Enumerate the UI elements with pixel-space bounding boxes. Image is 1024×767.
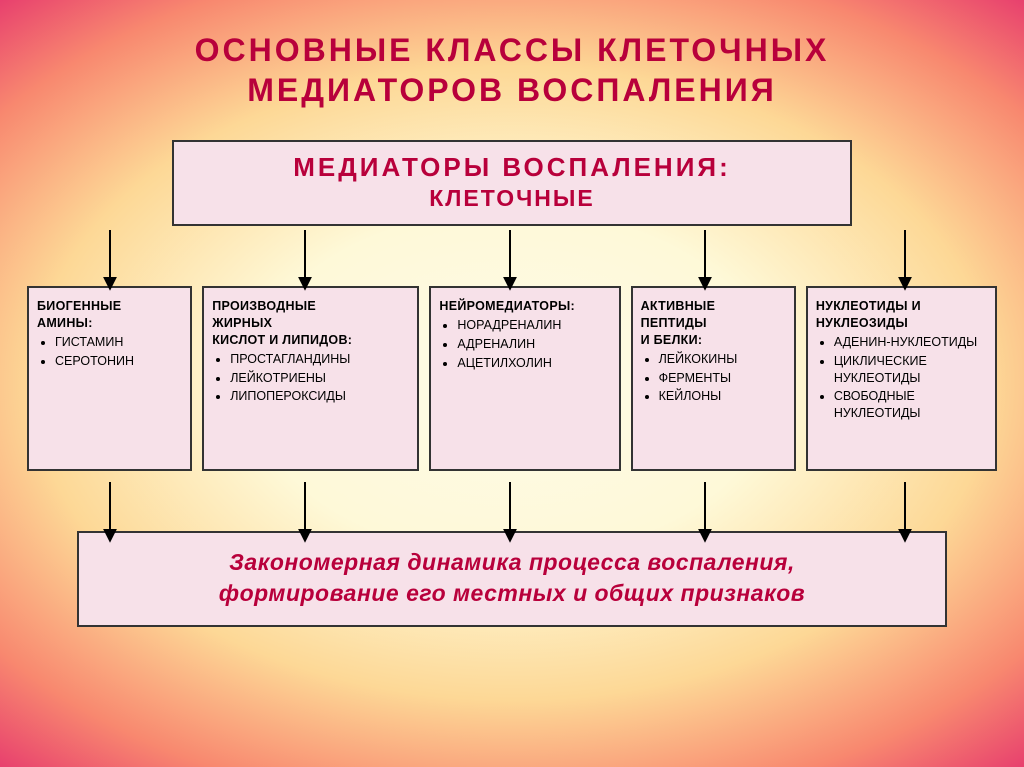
category-header: НЕЙРОМЕДИАТОРЫ: [439, 298, 612, 315]
top-line-2: КЛЕТОЧНЫЕ [194, 185, 830, 212]
categories-row: БИОГЕННЫЕАМИНЫ: ГИСТАМИН СЕРОТОНИН ПРОИЗВО… [25, 286, 999, 471]
outcome-box: Закономерная динамика процесса воспалени… [77, 531, 947, 627]
category-box: БИОГЕННЫЕАМИНЫ: ГИСТАМИН СЕРОТОНИН [27, 286, 192, 471]
category-items: ЛЕЙКОКИНЫ ФЕРМЕНТЫКЕЙЛОНЫ [641, 351, 788, 406]
category-item: ЦИКЛИЧЕСКИЕ НУКЛЕОТИДЫ [834, 353, 989, 387]
category-item: ЛЕЙКОТРИЕНЫ [230, 370, 411, 387]
category-item: ЛИПОПЕРОКСИДЫ [230, 388, 411, 405]
category-header: БИОГЕННЫЕАМИНЫ: [37, 298, 184, 332]
category-header: АКТИВНЫЕПЕПТИДЫИ БЕЛКИ: [641, 298, 788, 349]
category-item: ГИСТАМИН [55, 334, 184, 351]
category-box: НУКЛЕОТИДЫ ИНУКЛЕОЗИДЫ АДЕНИН-НУКЛЕОТИДЫ Ц… [806, 286, 997, 471]
slide: ОСНОВНЫЕ КЛАССЫ КЛЕТОЧНЫХ МЕДИАТОРОВ ВОС… [0, 0, 1024, 767]
category-box: ПРОИЗВОДНЫЕЖИРНЫХКИСЛОТ И ЛИПИДОВ:ПРОСТА… [202, 286, 419, 471]
category-header: ПРОИЗВОДНЫЕЖИРНЫХКИСЛОТ И ЛИПИДОВ: [212, 298, 411, 349]
category-box: АКТИВНЫЕПЕПТИДЫИ БЕЛКИ: ЛЕЙКОКИНЫ ФЕРМЕНТЫ… [631, 286, 796, 471]
category-item: НОРАДРЕНАЛИН [457, 317, 612, 334]
category-items: ПРОСТАГЛАНДИНЫ ЛЕЙКОТРИЕНЫЛИПОПЕРОКСИДЫ [212, 351, 411, 406]
category-items: АДЕНИН-НУКЛЕОТИДЫ ЦИКЛИЧЕСКИЕ НУКЛЕОТИДЫС… [816, 334, 989, 422]
top-line-1: МЕДИАТОРЫ ВОСПАЛЕНИЯ: [194, 152, 830, 183]
title-line-2: МЕДИАТОРОВ ВОСПАЛЕНИЯ [25, 70, 999, 110]
bottom-line-1: Закономерная динамика процесса воспалени… [97, 547, 927, 578]
category-items: НОРАДРЕНАЛИН АДРЕНАЛИН АЦЕТИЛХОЛИН [439, 317, 612, 372]
category-item: АДЕНИН-НУКЛЕОТИДЫ [834, 334, 989, 351]
category-item: ПРОСТАГЛАНДИНЫ [230, 351, 411, 368]
title-line-1: ОСНОВНЫЕ КЛАССЫ КЛЕТОЧНЫХ [25, 30, 999, 70]
category-item: СВОБОДНЫЕ НУКЛЕОТИДЫ [834, 388, 989, 422]
category-item: ФЕРМЕНТЫ [659, 370, 788, 387]
category-box: НЕЙРОМЕДИАТОРЫ: НОРАДРЕНАЛИН АДРЕНАЛИН АЦЕТ… [429, 286, 620, 471]
slide-title: ОСНОВНЫЕ КЛАССЫ КЛЕТОЧНЫХ МЕДИАТОРОВ ВОС… [25, 30, 999, 110]
category-header: НУКЛЕОТИДЫ ИНУКЛЕОЗИДЫ [816, 298, 989, 332]
category-item: ЛЕЙКОКИНЫ [659, 351, 788, 368]
category-items: ГИСТАМИН СЕРОТОНИН [37, 334, 184, 370]
category-item: АДРЕНАЛИН [457, 336, 612, 353]
mediators-header-box: МЕДИАТОРЫ ВОСПАЛЕНИЯ: КЛЕТОЧНЫЕ [172, 140, 852, 226]
category-item: КЕЙЛОНЫ [659, 388, 788, 405]
bottom-line-2: формирование его местных и общих признак… [97, 578, 927, 609]
category-item: АЦЕТИЛХОЛИН [457, 355, 612, 372]
category-item: СЕРОТОНИН [55, 353, 184, 370]
